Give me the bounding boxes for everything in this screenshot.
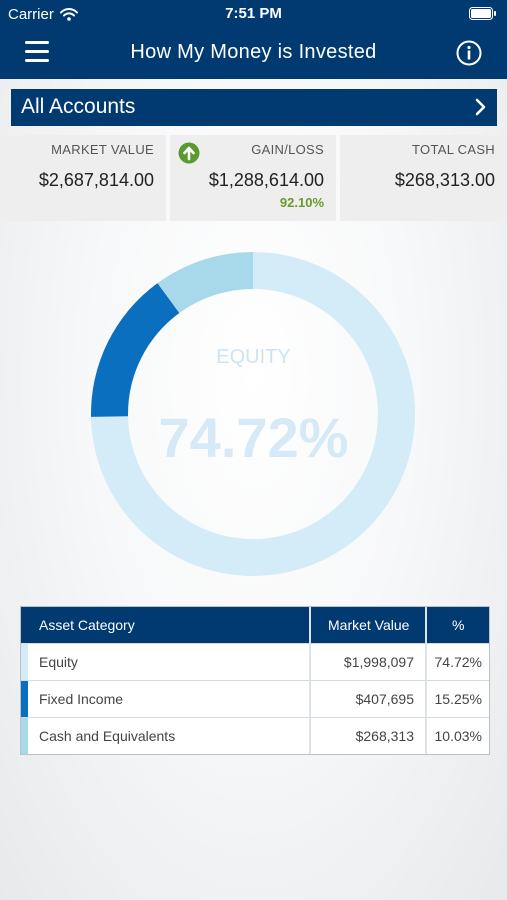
top-bar: Carrier 7:51 PM How My Money is Invested bbox=[0, 0, 507, 79]
market-value-label: MARKET VALUE bbox=[51, 142, 154, 157]
market-value-tile: MARKET VALUE $2,687,814.00 bbox=[0, 135, 166, 221]
header-percent[interactable]: % bbox=[452, 617, 465, 633]
row-color-swatch bbox=[21, 681, 28, 717]
total-cash-tile: TOTAL CASH $268,313.00 bbox=[340, 135, 507, 221]
status-time: 7:51 PM bbox=[225, 5, 282, 22]
donut-slice-fixed-income[interactable] bbox=[91, 283, 180, 417]
status-bar: Carrier 7:51 PM bbox=[0, 0, 507, 28]
table-header: Asset Category Market Value % bbox=[21, 607, 489, 643]
gain-loss-percent: 92.10% bbox=[279, 195, 324, 210]
market-value-amount: $2,687,814.00 bbox=[38, 170, 154, 190]
arrow-up-circle-icon bbox=[178, 142, 200, 164]
total-cash-amount: $268,313.00 bbox=[394, 170, 495, 190]
account-selector-label: All Accounts bbox=[21, 95, 136, 118]
carrier-indicator: Carrier bbox=[8, 6, 78, 23]
info-icon[interactable] bbox=[456, 40, 482, 66]
row-market-value: $1,998,097 bbox=[343, 654, 414, 670]
row-percent: 15.25% bbox=[434, 691, 482, 707]
carrier-label: Carrier bbox=[8, 6, 54, 23]
total-cash-label: TOTAL CASH bbox=[412, 142, 495, 157]
donut-center-label: EQUITY bbox=[216, 346, 291, 368]
header-asset-category[interactable]: Asset Category bbox=[39, 617, 135, 633]
table-row[interactable]: Cash and Equivalents $268,313 10.03% bbox=[21, 717, 489, 754]
donut-slice-cash-and-equivalents[interactable] bbox=[157, 252, 253, 314]
gain-loss-amount: $1,288,614.00 bbox=[208, 170, 324, 190]
battery-icon bbox=[469, 7, 497, 24]
table-row[interactable]: Equity $1,998,097 74.72% bbox=[21, 643, 489, 680]
asset-allocation-table: Asset Category Market Value % Equity $1,… bbox=[20, 606, 490, 755]
row-color-swatch bbox=[21, 644, 28, 680]
chevron-right-icon bbox=[475, 98, 486, 116]
navigation-bar: How My Money is Invested bbox=[0, 28, 507, 79]
table-row[interactable]: Fixed Income $407,695 15.25% bbox=[21, 680, 489, 717]
gain-loss-label: GAIN/LOSS bbox=[251, 142, 324, 157]
row-category: Fixed Income bbox=[39, 691, 124, 707]
wifi-icon bbox=[59, 8, 78, 21]
allocation-donut-chart[interactable] bbox=[90, 251, 416, 577]
row-market-value: $407,695 bbox=[355, 691, 414, 707]
row-percent: 10.03% bbox=[434, 728, 482, 744]
header-market-value[interactable]: Market Value bbox=[328, 617, 410, 633]
gain-loss-tile: GAIN/LOSS $1,288,614.00 92.10% bbox=[170, 135, 336, 221]
row-color-swatch bbox=[21, 718, 28, 754]
row-category: Equity bbox=[39, 654, 78, 670]
account-selector[interactable]: All Accounts bbox=[11, 89, 497, 126]
row-percent: 74.72% bbox=[434, 654, 482, 670]
donut-center-value: 74.72% bbox=[158, 406, 349, 469]
row-category: Cash and Equivalents bbox=[39, 728, 176, 744]
row-market-value: $268,313 bbox=[355, 728, 414, 744]
hamburger-icon[interactable] bbox=[25, 41, 49, 63]
page-title: How My Money is Invested bbox=[130, 41, 377, 63]
